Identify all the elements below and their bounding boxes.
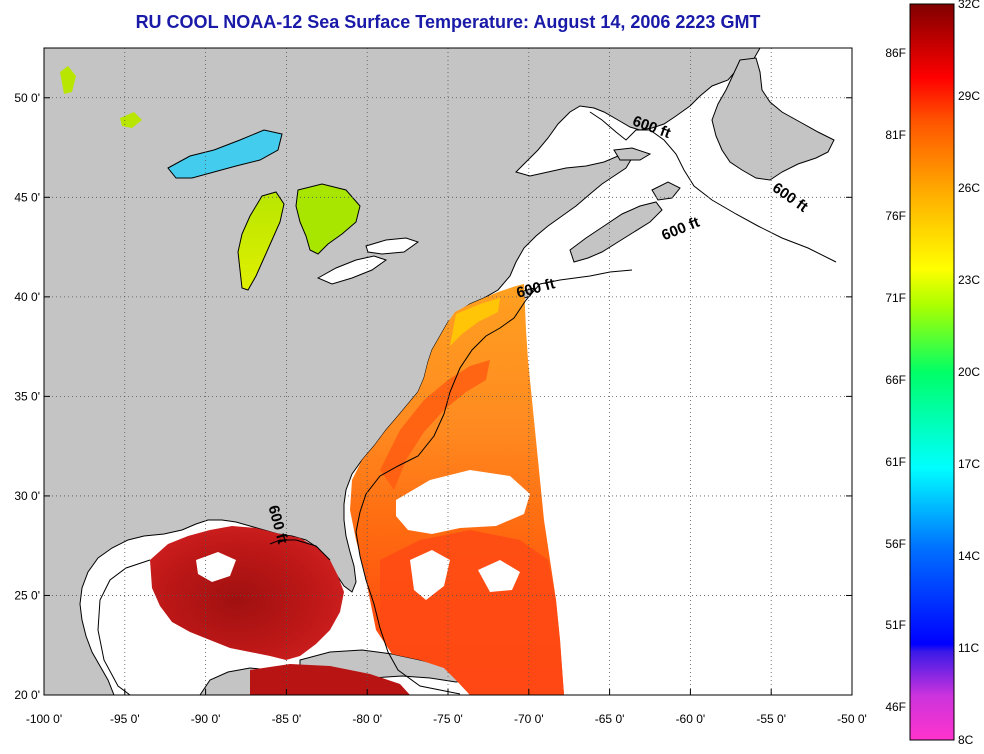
colorbar-fahrenheit-label: 66F: [885, 373, 906, 387]
colorbar-celsius-label: 14C: [958, 549, 981, 563]
lon-tick-label: -85 0': [272, 712, 302, 726]
lon-tick-label: -95 0': [110, 712, 140, 726]
colorbar-celsius-label: 29C: [958, 89, 981, 103]
colorbar: [909, 3, 955, 741]
lake-michigan: [237, 191, 285, 291]
axis-labels: -100 0' -95 0' -90 0' -85 0' -80 0' -75 0' -70…: [14, 91, 866, 726]
lat-tick-label: 35 0': [14, 389, 40, 403]
depth-contour-600ft: [97, 111, 837, 695]
lon-tick-label: -100 0': [26, 712, 62, 726]
lon-tick-label: -60 0': [676, 712, 706, 726]
lon-tick-label: -90 0': [191, 712, 221, 726]
lake-nw-patch-2: [120, 112, 142, 128]
colorbar-celsius-label: 32C: [958, 0, 981, 11]
map-plot: [44, 48, 852, 695]
colorbar-fahrenheit-label: 61F: [885, 454, 906, 469]
lat-tick-label: 40 0': [14, 290, 40, 304]
colorbar-fahrenheit-label: 81F: [885, 127, 906, 142]
lat-tick-label: 20 0': [14, 688, 40, 702]
colorbar-celsius-label: 20C: [958, 365, 981, 379]
lat-tick-label: 50 0': [14, 91, 40, 105]
lat-tick-label: 25 0': [14, 588, 40, 602]
cloud-gap-2: [410, 550, 450, 600]
colorbar-fahrenheit-label: 51F: [885, 618, 906, 633]
colorbar-celsius-label: 26C: [958, 181, 981, 195]
cloud-gap-3: [478, 560, 520, 592]
map-grid: [44, 48, 852, 695]
land-nova-scotia: [569, 201, 663, 263]
lon-tick-label: -65 0': [595, 712, 625, 726]
cloud-gap: [396, 470, 530, 534]
colorbar-fahrenheit-label: 56F: [885, 536, 906, 551]
sst-gulf-gap: [196, 552, 236, 582]
sst-gulf-stream: [380, 360, 490, 490]
colorbar-fahrenheit-label: 71F: [885, 291, 906, 306]
lon-tick-label: -80 0': [352, 712, 382, 726]
lon-tick-label: -75 0': [433, 712, 463, 726]
lake-superior: [167, 129, 283, 179]
colorbar-celsius-label: 17C: [958, 457, 981, 471]
lake-ontario: [365, 237, 420, 255]
land-anticosti: [613, 147, 652, 161]
lon-tick-label: -50 0': [837, 712, 867, 726]
lon-tick-label: -70 0': [514, 712, 544, 726]
colorbar-fahrenheit-label: 46F: [885, 700, 906, 715]
map-title: RU COOL NOAA-12 Sea Surface Temperature:…: [135, 12, 761, 32]
lat-tick-label: 30 0': [14, 489, 40, 503]
colorbar-celsius-label: 11C: [958, 641, 980, 655]
lon-tick-label: -55 0': [756, 712, 786, 726]
lake-huron: [295, 183, 361, 255]
lake-nw-patch: [60, 66, 76, 94]
lake-erie: [316, 255, 388, 285]
sst-nearshore: [450, 298, 500, 346]
colorbar-fahrenheit-label: 76F: [885, 209, 906, 224]
colorbar-fahrenheit-label: 86F: [885, 45, 906, 60]
lat-tick-label: 45 0': [14, 190, 40, 204]
sst-caribbean: [250, 664, 410, 695]
land-newfoundland: [711, 57, 835, 181]
colorbar-celsius-label: 23C: [958, 273, 981, 287]
land-cape-breton: [651, 181, 681, 201]
colorbar-celsius-label: 8C: [958, 733, 974, 747]
